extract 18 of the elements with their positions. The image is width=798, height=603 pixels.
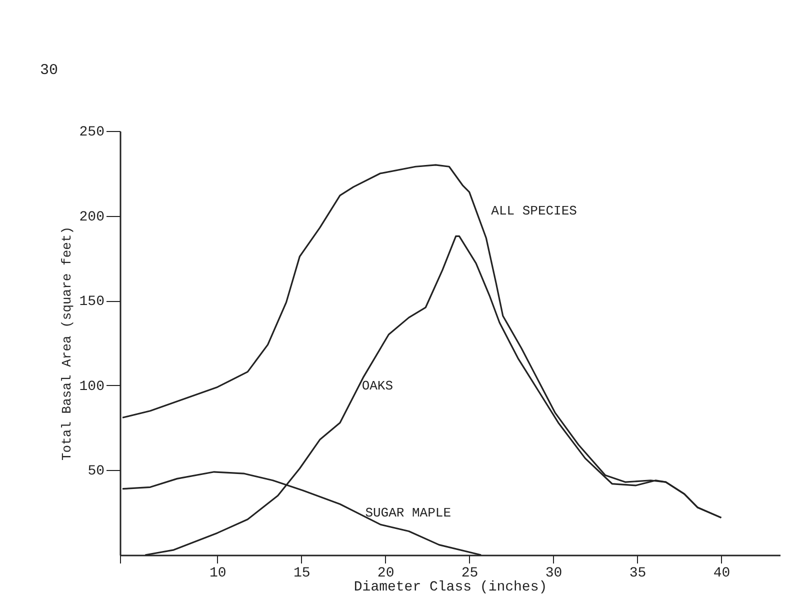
x-tick-label: 35 (629, 566, 646, 582)
series-label: OAKS (362, 378, 394, 394)
x-tick-label: 40 (713, 566, 730, 582)
x-tick-label: 25 (461, 566, 478, 582)
x-tick-label: 10 (210, 566, 226, 582)
series-label: SUGAR MAPLE (365, 506, 452, 521)
y-tick-label: 250 (79, 124, 104, 140)
y-tick-label: 150 (79, 294, 104, 310)
y-tick-label: 100 (79, 378, 104, 395)
text: 30 (40, 62, 58, 79)
x-tick-label: 20 (377, 566, 394, 582)
series-label: ALL SPECIES (491, 204, 578, 219)
y-axis-title: Total Basal Area (square feet) (59, 226, 74, 461)
x-tick-label: 15 (293, 566, 310, 582)
x-axis-title: Diameter Class (inches) (354, 580, 548, 596)
y-tick-label: 200 (79, 209, 104, 226)
x-tick-label: 30 (545, 566, 562, 582)
y-tick-label: 50 (88, 464, 104, 480)
